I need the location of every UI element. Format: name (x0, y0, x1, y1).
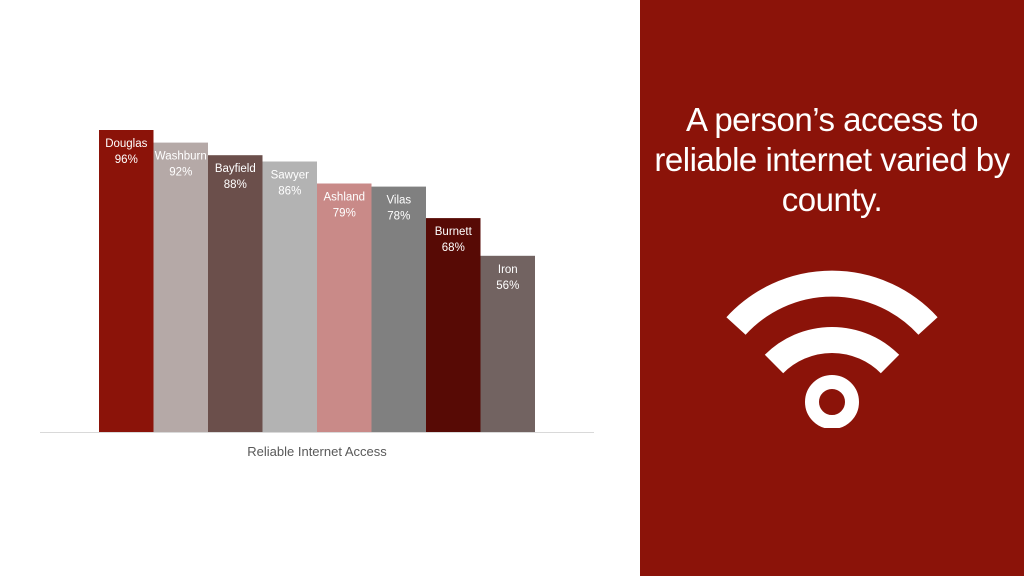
bar-category-label: Vilas (386, 195, 411, 207)
bar-sawyer (262, 161, 317, 432)
wifi-icon (726, 270, 938, 428)
bar-value-label: 56% (496, 280, 519, 292)
bar-washburn (153, 142, 208, 432)
bar-category-label: Sawyer (271, 170, 310, 182)
bar-iron (480, 255, 535, 432)
bar-vilas (371, 186, 426, 432)
bar-value-label: 79% (333, 208, 356, 220)
bar-category-label: Ashland (324, 192, 366, 204)
bar-value-label: 92% (169, 167, 192, 179)
headline-panel: A person’s access to reliable internet v… (640, 0, 1024, 576)
bar-burnett (426, 218, 481, 432)
bar-value-label: 96% (115, 154, 138, 166)
bar-category-label: Washburn (155, 151, 207, 163)
bar-category-label: Douglas (105, 138, 147, 150)
bar-douglas (99, 130, 154, 432)
headline: A person’s access to reliable internet v… (654, 101, 1010, 218)
bar-value-label: 78% (387, 211, 410, 223)
bar-ashland (317, 183, 372, 432)
bar-chart-svg: Douglas 96% Washburn 92% Bayfield 88% Sawyer 86… (40, 130, 594, 459)
bar-value-label: 86% (278, 186, 301, 198)
x-axis-label: Reliable Internet Access (247, 444, 387, 459)
bar-bayfield (208, 155, 263, 432)
bar-category-label: Iron (498, 264, 518, 276)
bar-value-label: 68% (442, 242, 465, 254)
bar-category-label: Bayfield (215, 163, 256, 175)
bar-chart: Douglas 96% Washburn 92% Bayfield 88% Sawyer 86… (40, 130, 594, 459)
bar-category-label: Burnett (435, 226, 473, 238)
bar-value-label: 88% (224, 179, 247, 191)
